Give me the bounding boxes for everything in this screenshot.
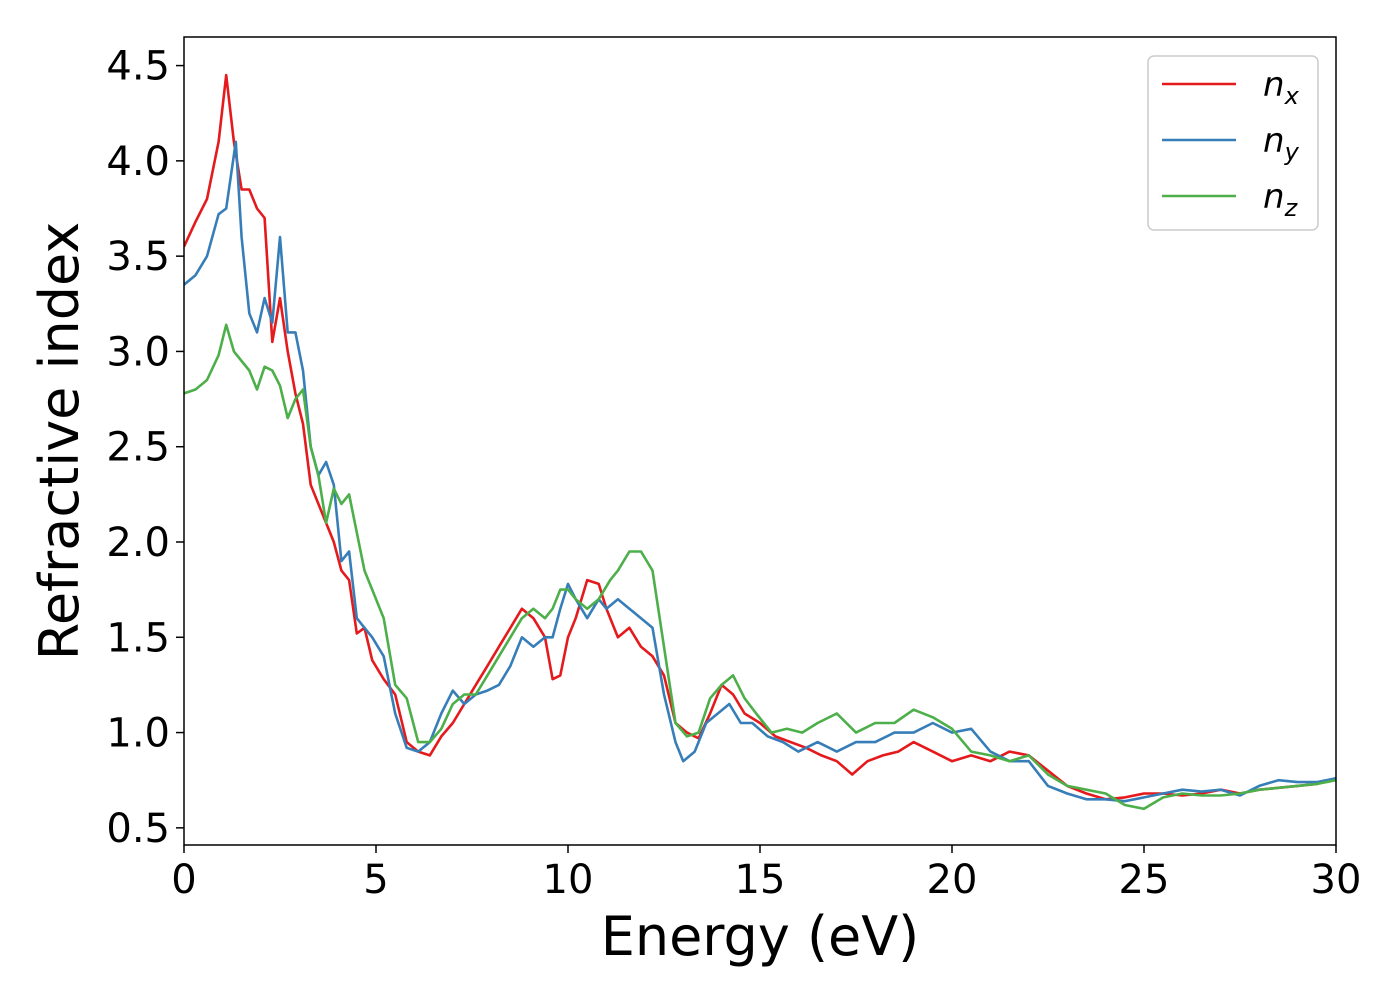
legend-label-ny: ny	[1263, 121, 1300, 166]
x-tick-label: 0	[171, 857, 196, 903]
x-tick-label: 10	[543, 857, 594, 903]
series-layer	[184, 73, 1336, 811]
y-tick-label: 2.5	[106, 425, 170, 471]
y-tick-label: 3.5	[106, 234, 170, 280]
x-axis: 0 5 10 15 20 25 30	[171, 845, 1361, 903]
x-tick-label: 25	[1119, 857, 1170, 903]
y-axis: 0.5 1.0 1.5 2.0 2.5 3.0 3.5 4.0 4.5	[106, 44, 184, 852]
y-tick-label: 0.5	[106, 806, 170, 852]
x-tick-label: 15	[735, 857, 786, 903]
x-tick-label: 5	[363, 857, 388, 903]
x-axis-title: Energy (eV)	[601, 905, 920, 968]
y-tick-label: 2.0	[106, 520, 170, 566]
y-tick-label: 3.0	[106, 329, 170, 375]
y-tick-label: 1.0	[106, 711, 170, 757]
legend-label-nz: nz	[1263, 177, 1299, 222]
y-tick-label: 1.5	[106, 615, 170, 661]
x-tick-label: 20	[927, 857, 978, 903]
legend-label-nx: nx	[1263, 65, 1300, 110]
legend: nx ny nz	[1147, 55, 1319, 231]
legend-frame	[1147, 55, 1319, 231]
y-tick-label: 4.5	[106, 44, 170, 90]
series-line-ny	[184, 140, 1336, 803]
y-axis-title: Refractive index	[28, 222, 91, 661]
y-tick-label: 4.0	[106, 139, 170, 185]
x-tick-label: 30	[1311, 857, 1362, 903]
series-line-nz	[184, 323, 1336, 811]
